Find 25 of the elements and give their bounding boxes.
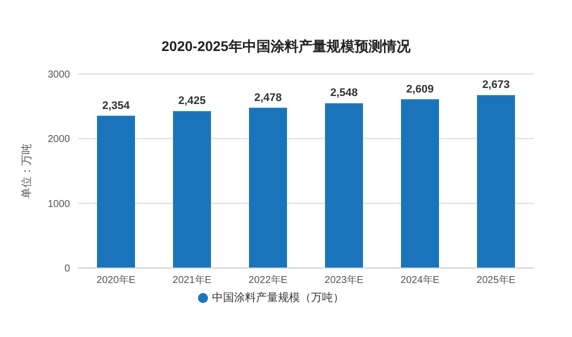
y-axis-title: 单位：万吨: [20, 144, 33, 198]
bar: [97, 116, 135, 268]
data-label: 2,425: [178, 95, 206, 108]
bar: [249, 108, 287, 268]
chart-title: 2020-2025年中国涂料产量规模预测情况: [160, 37, 412, 56]
y-tick-label: 2000: [48, 134, 70, 146]
x-tick-label: 2025年E: [476, 274, 516, 286]
x-tick-label: 2020年E: [96, 274, 136, 286]
data-label: 2,609: [406, 83, 434, 96]
y-tick-label: 3000: [48, 70, 70, 81]
data-label: 2,548: [330, 87, 358, 100]
bar: [325, 103, 363, 268]
x-tick-label: 2022年E: [248, 274, 288, 286]
y-tick-label: 0: [64, 264, 70, 275]
x-tick-label: 2021年E: [172, 274, 212, 286]
y-tick-label: 1000: [48, 198, 70, 210]
bar: [477, 95, 515, 268]
data-label: 2,673: [482, 79, 510, 92]
data-label: 2,354: [102, 100, 131, 112]
bar: [173, 111, 211, 268]
x-tick-label: 2023年E: [324, 274, 364, 286]
bar: [401, 99, 439, 268]
data-label: 2,478: [254, 92, 282, 104]
legend-label: 中国涂料产量规模（万吨）: [212, 292, 344, 304]
x-tick-label: 2024年E: [400, 274, 440, 286]
